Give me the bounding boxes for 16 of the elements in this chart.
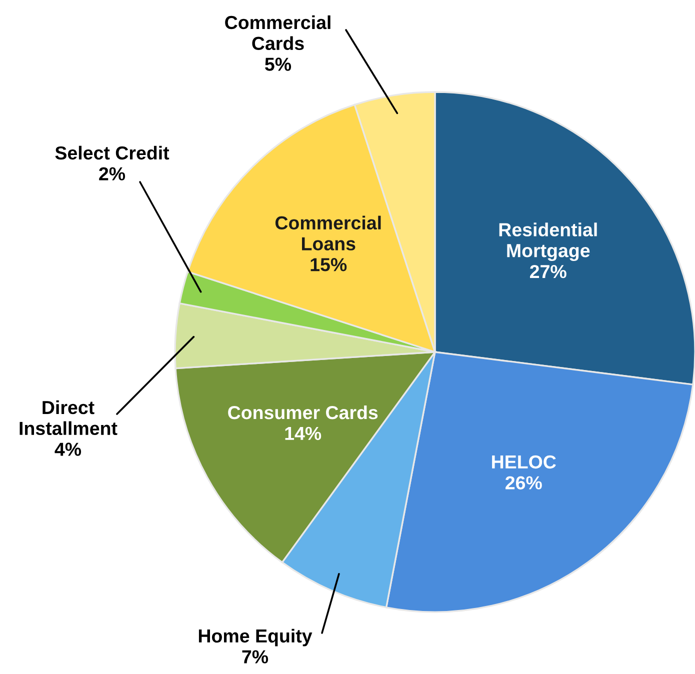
slice-label: Direct Installment (20, 400, 118, 436)
data-label: 2% (99, 167, 126, 180)
slice-label: Commercial Cards (225, 15, 330, 50)
data-label: 27% (530, 264, 566, 278)
data-label: 4% (54, 442, 82, 456)
slice-label: HELOC (492, 455, 556, 469)
slice-label: Consumer Cards (228, 405, 378, 420)
slice-label: Select Credit (55, 146, 170, 160)
data-label: 14% (285, 426, 322, 440)
data-label: 5% (265, 58, 292, 71)
slice-label: Home Equity (198, 628, 312, 646)
slice-label: Residential Mortgage (499, 222, 597, 262)
data-label: 15% (310, 258, 347, 272)
data-label: 26% (506, 476, 542, 490)
data-label: 7% (242, 650, 268, 664)
slice-label: Commercial Loans (275, 216, 381, 250)
